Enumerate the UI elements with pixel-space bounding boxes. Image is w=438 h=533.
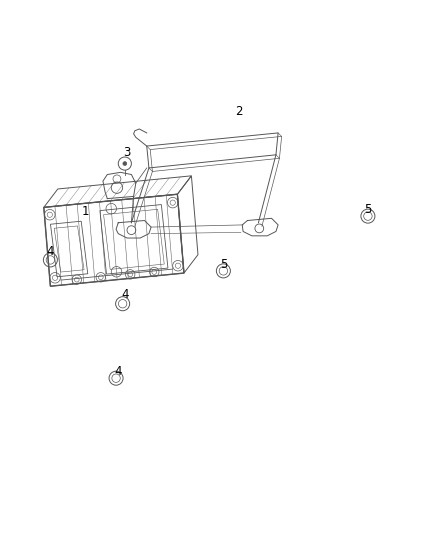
Text: 1: 1	[81, 205, 89, 218]
Text: 4: 4	[121, 288, 129, 302]
Text: 2: 2	[235, 104, 243, 117]
Text: 4: 4	[114, 365, 122, 378]
Text: 5: 5	[364, 203, 371, 216]
Text: 5: 5	[220, 258, 227, 271]
Text: 3: 3	[124, 146, 131, 159]
Circle shape	[123, 161, 127, 166]
Text: 4: 4	[46, 245, 54, 257]
